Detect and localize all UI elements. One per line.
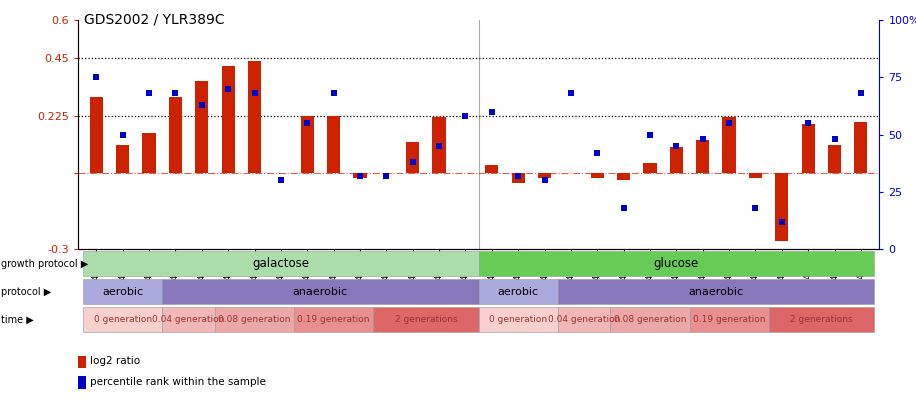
Point — [511, 173, 526, 179]
Bar — [696, 140, 709, 173]
Bar — [802, 124, 814, 173]
Bar — [78, 355, 86, 368]
FancyBboxPatch shape — [478, 252, 874, 276]
Point — [616, 205, 631, 211]
Point — [590, 150, 605, 156]
Bar — [723, 117, 736, 173]
Bar — [248, 61, 261, 173]
Bar — [775, 173, 789, 241]
Bar — [327, 115, 340, 173]
Point — [406, 159, 420, 165]
Text: 0.08 generation: 0.08 generation — [218, 315, 290, 324]
FancyBboxPatch shape — [294, 307, 373, 332]
Point — [669, 143, 683, 149]
Bar — [485, 165, 498, 173]
Point — [485, 109, 499, 115]
Point — [854, 90, 868, 97]
Point — [563, 90, 578, 97]
Point — [537, 177, 551, 184]
Text: 2 generations: 2 generations — [790, 315, 853, 324]
Point — [142, 90, 157, 97]
Point — [643, 131, 658, 138]
Bar — [749, 173, 762, 178]
FancyBboxPatch shape — [215, 307, 294, 332]
Point — [247, 90, 262, 97]
FancyBboxPatch shape — [478, 307, 558, 332]
Bar — [300, 115, 314, 173]
Text: 2 generations: 2 generations — [395, 315, 457, 324]
Bar — [169, 96, 182, 173]
Point — [115, 131, 130, 138]
Bar — [670, 147, 683, 173]
FancyBboxPatch shape — [769, 307, 874, 332]
Text: log2 ratio: log2 ratio — [90, 356, 140, 366]
Bar — [143, 133, 156, 173]
Text: protocol ▶: protocol ▶ — [1, 287, 51, 297]
FancyBboxPatch shape — [162, 307, 215, 332]
Text: 0.19 generation: 0.19 generation — [692, 315, 766, 324]
Point — [168, 90, 182, 97]
FancyBboxPatch shape — [478, 279, 558, 304]
FancyBboxPatch shape — [83, 307, 162, 332]
Bar — [406, 142, 420, 173]
Bar — [643, 163, 657, 173]
FancyBboxPatch shape — [610, 307, 690, 332]
FancyBboxPatch shape — [83, 252, 478, 276]
Point — [801, 120, 815, 126]
Text: percentile rank within the sample: percentile rank within the sample — [90, 377, 266, 387]
Bar — [195, 81, 208, 173]
Text: anaerobic: anaerobic — [688, 287, 744, 297]
Bar — [591, 173, 604, 178]
Bar — [828, 145, 841, 173]
Point — [748, 205, 763, 211]
Point — [431, 143, 446, 149]
Point — [194, 102, 209, 108]
Point — [775, 218, 790, 225]
Point — [827, 136, 842, 143]
Bar — [538, 173, 551, 178]
Bar — [617, 173, 630, 181]
Point — [379, 173, 394, 179]
Text: 0 generation: 0 generation — [489, 315, 547, 324]
FancyBboxPatch shape — [558, 279, 874, 304]
Bar — [855, 122, 867, 173]
Point — [89, 74, 104, 81]
Point — [274, 177, 289, 184]
Text: 0 generation: 0 generation — [93, 315, 152, 324]
Bar — [432, 117, 446, 173]
Text: aerobic: aerobic — [497, 287, 539, 297]
Text: aerobic: aerobic — [102, 287, 143, 297]
Point — [695, 136, 710, 143]
Text: glucose: glucose — [654, 257, 699, 271]
Text: 0.04 generation: 0.04 generation — [548, 315, 620, 324]
Bar — [116, 145, 129, 173]
Point — [326, 90, 341, 97]
Text: anaerobic: anaerobic — [293, 287, 348, 297]
FancyBboxPatch shape — [162, 279, 478, 304]
Point — [458, 113, 473, 119]
Text: GDS2002 / YLR389C: GDS2002 / YLR389C — [84, 13, 225, 27]
Bar — [511, 173, 525, 183]
Bar — [354, 173, 366, 178]
Point — [353, 173, 367, 179]
FancyBboxPatch shape — [690, 307, 769, 332]
Bar — [222, 66, 234, 173]
Point — [300, 120, 314, 126]
Text: 0.04 generation: 0.04 generation — [152, 315, 224, 324]
Text: 0.19 generation: 0.19 generation — [298, 315, 370, 324]
Point — [221, 86, 235, 92]
Text: time ▶: time ▶ — [1, 315, 34, 325]
Bar — [78, 376, 86, 389]
Text: 0.08 generation: 0.08 generation — [614, 315, 686, 324]
Text: galactose: galactose — [253, 257, 310, 271]
FancyBboxPatch shape — [558, 307, 610, 332]
Bar — [90, 96, 103, 173]
FancyBboxPatch shape — [373, 307, 478, 332]
Point — [722, 120, 736, 126]
FancyBboxPatch shape — [83, 279, 162, 304]
Text: growth protocol ▶: growth protocol ▶ — [1, 259, 88, 269]
